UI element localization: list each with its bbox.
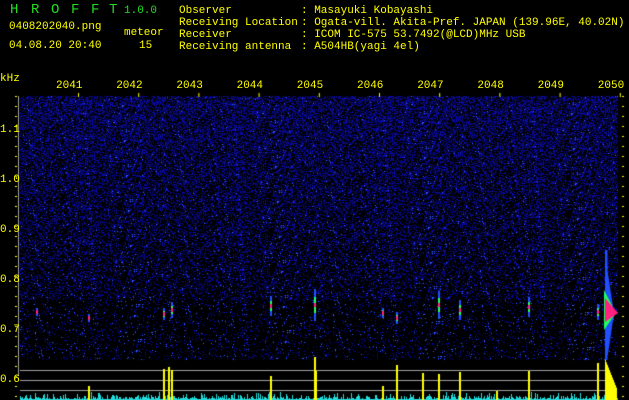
- logo-letter: O: [51, 2, 60, 18]
- y-tick-label: 0.6: [0, 374, 20, 386]
- app-version: 1.0.0: [124, 5, 158, 17]
- info-value-observer: : Masayuki Kobayashi: [301, 5, 434, 17]
- y-tick-label: 1.0: [0, 174, 20, 186]
- y-tick-label: 0.9: [0, 224, 20, 236]
- time-tick-label: 2050: [597, 80, 625, 92]
- info-value-antenna: : A504HB(yagi 4el): [301, 41, 420, 53]
- y-tick-label: 0.7: [0, 324, 20, 336]
- y-tick-label: 1.1: [0, 124, 20, 136]
- time-tick-label: 2041: [56, 80, 83, 92]
- time-tick-label: 2046: [357, 80, 384, 92]
- time-tick-label: 2045: [296, 80, 324, 92]
- time-tick-label: 2042: [116, 80, 143, 92]
- info-label-antenna: Receiving antenna: [179, 41, 292, 53]
- info-label-location: Receiving Location: [179, 17, 298, 29]
- info-value-receiver: : ICOM IC-575 53.7492(@LCD)MHz USB: [301, 29, 526, 41]
- logo-letter: F: [71, 2, 80, 18]
- info-value-location: : Ogata-vill. Akita-Pref. JAPAN (139.96E…: [301, 17, 625, 29]
- logo-letter: R: [31, 2, 40, 18]
- time-tick-label: 2043: [176, 80, 203, 92]
- datetime: 04.08.20 20:40: [9, 40, 102, 52]
- logo-letter: H: [10, 2, 19, 18]
- filename: 0408202040.png: [9, 21, 102, 33]
- time-tick-label: 2044: [236, 80, 263, 92]
- time-tick-label: 2047: [417, 80, 444, 92]
- meteor-label: meteor: [124, 27, 164, 39]
- y-tick-label: 0.8: [0, 274, 20, 286]
- logo-letter: T: [109, 2, 118, 18]
- info-label-observer: Observer: [179, 5, 232, 17]
- y-axis-unit: kHz: [0, 73, 20, 85]
- time-tick-label: 2049: [537, 80, 564, 92]
- meteor-count: 15: [139, 40, 153, 52]
- info-label-receiver: Receiver: [179, 29, 232, 41]
- time-tick-label: 2048: [477, 80, 504, 92]
- logo-letter: F: [91, 2, 100, 18]
